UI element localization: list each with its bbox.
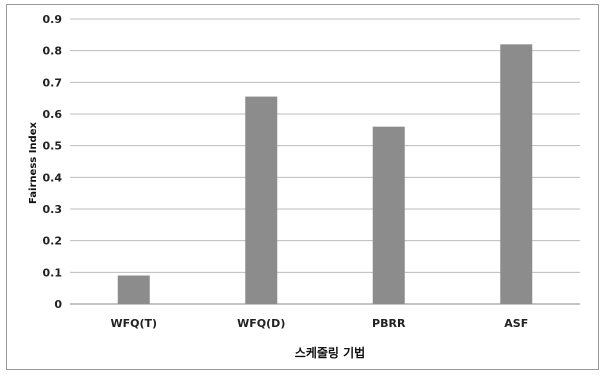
chart-frame [6, 4, 599, 370]
y-tick-label: 0.3 [43, 203, 63, 216]
y-tick-label: 0 [54, 298, 62, 311]
y-tick-label: 0.7 [43, 76, 63, 89]
x-tick-label: WFQ(D) [237, 317, 285, 330]
y-axis-title: Fairness Index [28, 122, 39, 204]
bar [117, 275, 150, 304]
y-tick-label: 0.9 [43, 13, 63, 26]
bars [117, 44, 533, 305]
x-tick-label: ASF [504, 317, 528, 330]
x-tick-label: WFQ(T) [110, 317, 157, 330]
y-tick-label: 0.4 [43, 171, 63, 184]
bar [500, 44, 533, 304]
x-tick-label: PBRR [372, 317, 406, 330]
x-tick-labels: WFQ(T) WFQ(D) PBRR ASF [110, 317, 528, 330]
bar [372, 126, 405, 305]
y-tick-label: 0.2 [43, 235, 63, 248]
bar [245, 96, 278, 304]
x-axis-title: 스케줄링 기법 [295, 345, 365, 360]
y-tick-label: 0.6 [43, 108, 63, 121]
y-tick-labels: 0 0.1 0.2 0.3 0.4 0.5 0.6 0.7 0.8 0.9 [43, 13, 63, 311]
gridlines [70, 18, 580, 305]
y-tick-label: 0.8 [43, 45, 63, 58]
y-tick-label: 0.1 [43, 266, 63, 279]
y-tick-label: 0.5 [43, 140, 63, 153]
